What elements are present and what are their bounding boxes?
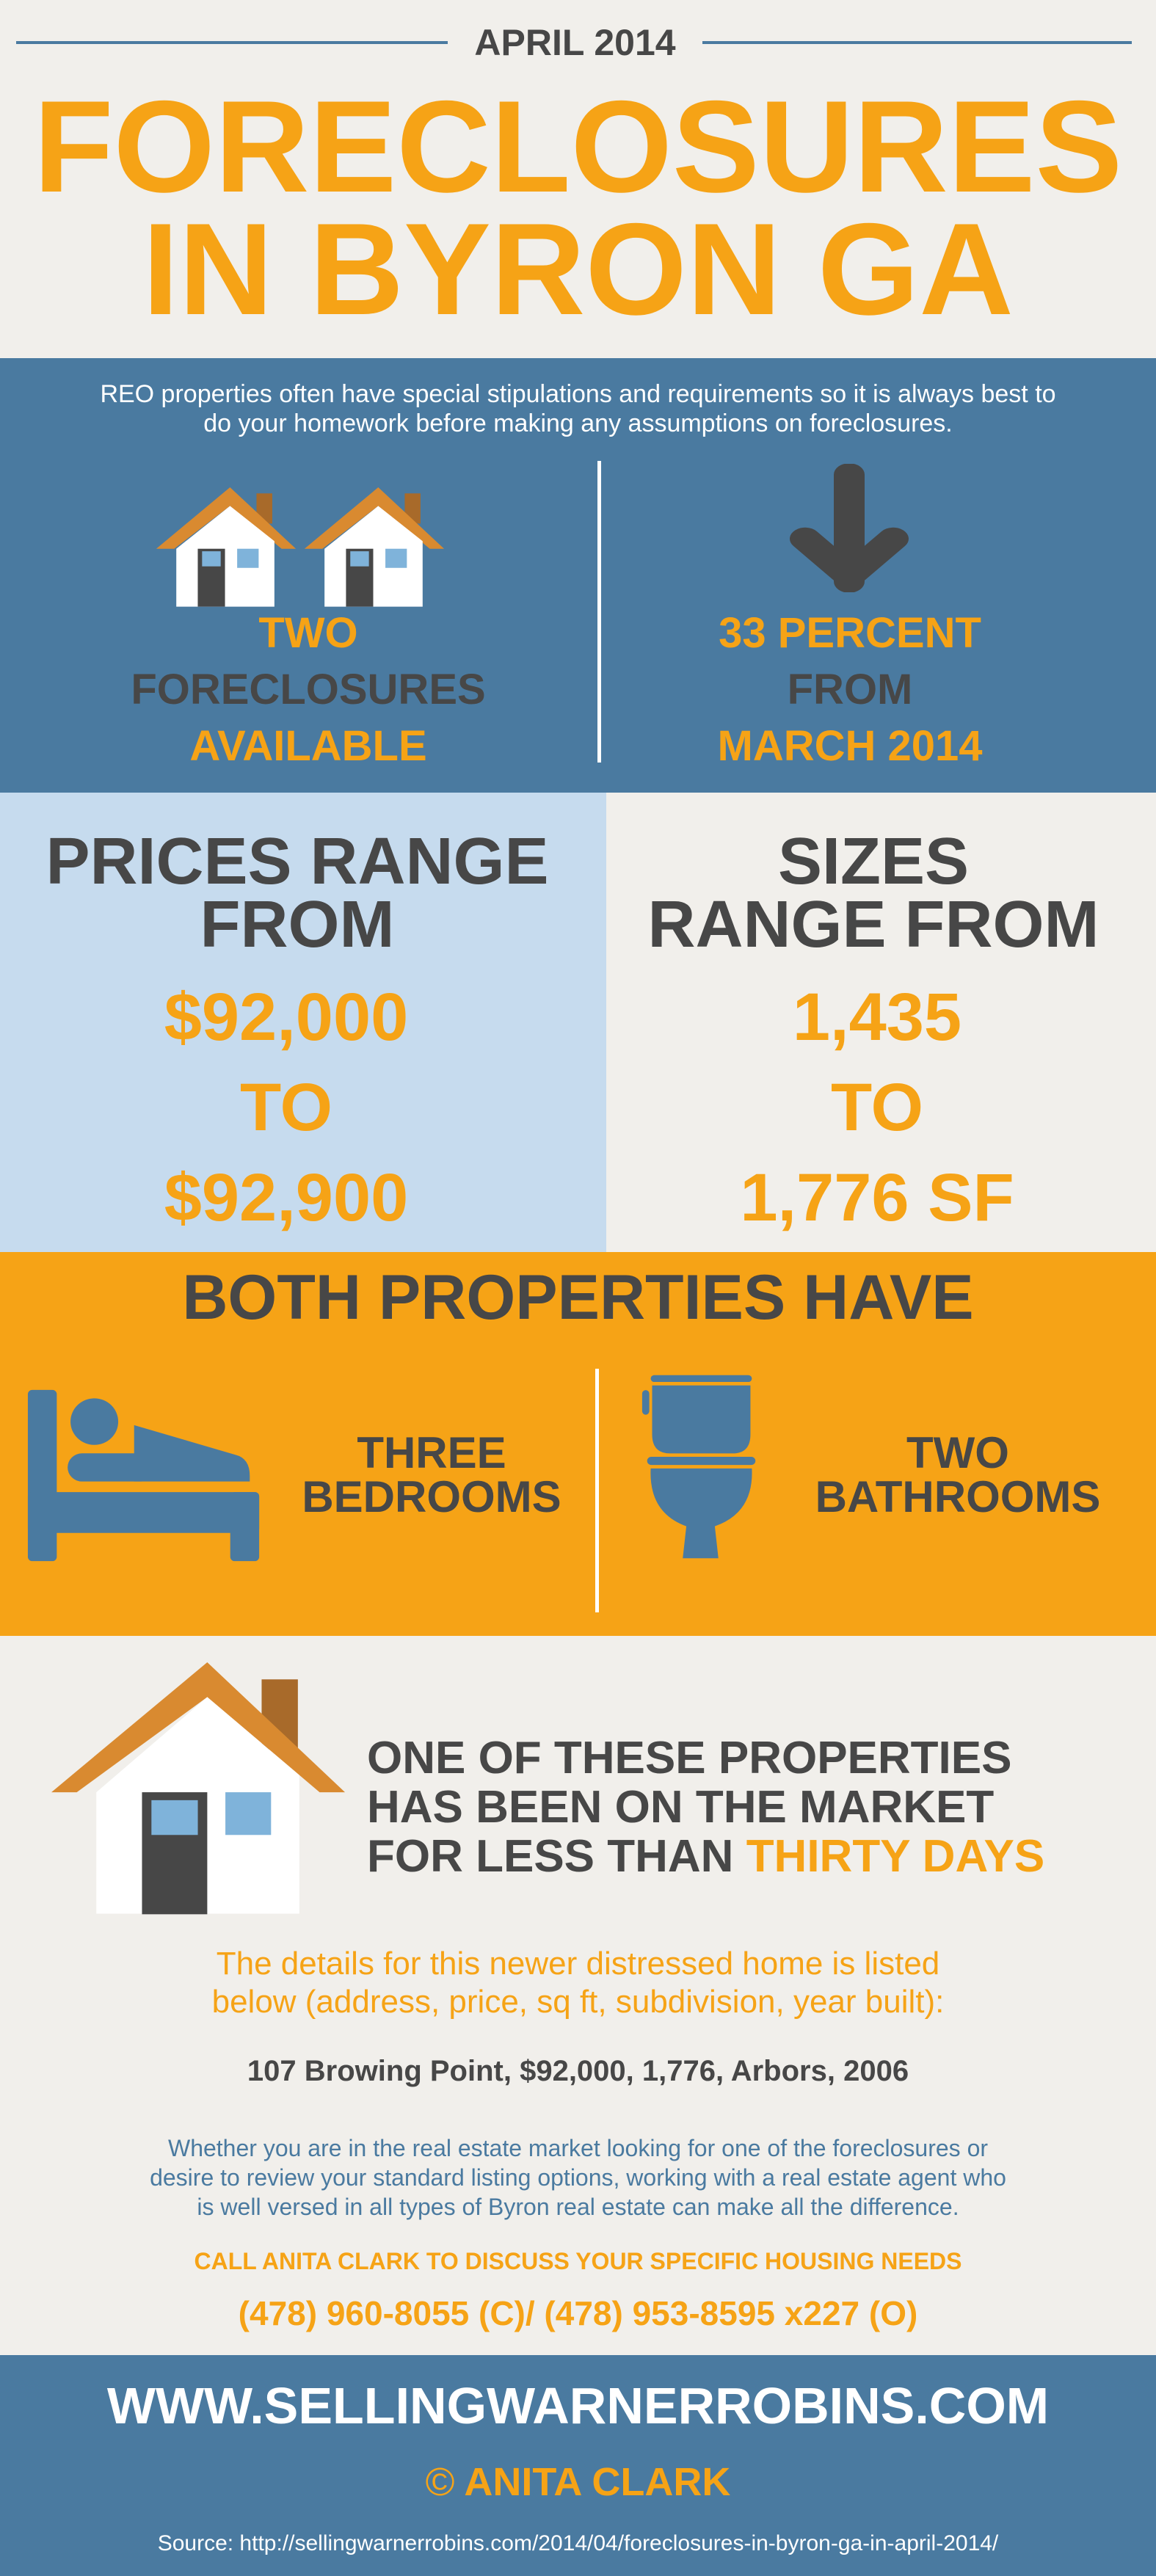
website-link[interactable]: WWW.SELLINGWARNERROBINS.COM: [106, 2377, 1050, 2434]
sizes-heading2: RANGE FROM: [647, 888, 1099, 961]
newer-highlight: THIRTY DAYS: [746, 1831, 1045, 1882]
change-line1: 33 PERCENT: [719, 609, 981, 657]
copyright-icon: ©: [425, 2460, 455, 2504]
count-line2: FORECLOSURES: [131, 666, 486, 713]
pitch-line2: desire to review your standard listing o…: [150, 2164, 1006, 2191]
prices-heading1: PRICES RANGE: [46, 825, 549, 898]
sizes-heading1: SIZES: [777, 825, 970, 898]
details-line2: below (address, price, sq ft, subdivisio…: [211, 1984, 945, 2020]
divider-right: [702, 41, 1132, 44]
page-title-line1: FORECLOSURES: [33, 73, 1123, 219]
features-heading: BOTH PROPERTIES HAVE: [182, 1262, 974, 1333]
listing-details: 107 Browing Point, $92,000, 1,776, Arbor…: [247, 2055, 909, 2087]
prices-heading2: FROM: [200, 888, 395, 961]
house-icon: [51, 1662, 346, 1915]
count-line3: AVAILABLE: [189, 722, 427, 770]
toilet-icon: [641, 1375, 756, 1559]
newer-line3-prefix: FOR LESS THAN: [367, 1831, 746, 1882]
bathrooms-line1: TWO: [906, 1428, 1009, 1477]
call-to-action: CALL ANITA CLARK TO DISCUSS YOUR SPECIFI…: [194, 2248, 962, 2274]
details-line1: The details for this newer distressed ho…: [216, 1946, 940, 1982]
bathrooms-line2: BATHROOMS: [815, 1472, 1101, 1521]
sizes-panel: [606, 793, 1156, 1252]
page-title-line2: IN BYRON GA: [142, 196, 1014, 342]
footer: [0, 2355, 1156, 2576]
pitch-line3: is well versed in all types of Byron rea…: [197, 2194, 959, 2220]
intro-line2: do your homework before making any assum…: [203, 410, 953, 437]
sizes-to: TO: [830, 1070, 924, 1145]
source-link[interactable]: Source: http://sellingwarnerrobins.com/2…: [157, 2531, 999, 2555]
phone-numbers[interactable]: (478) 960-8055 (C)/ (478) 953-8595 x227 …: [238, 2294, 918, 2332]
features-divider: [595, 1369, 599, 1612]
newer-line2: HAS BEEN ON THE MARKET: [367, 1782, 995, 1833]
prices-panel: [0, 793, 606, 1252]
intro-line1: REO properties often have special stipul…: [100, 380, 1056, 408]
stats-divider: [597, 461, 601, 763]
change-line3: MARCH 2014: [717, 722, 983, 770]
size-low: 1,435: [792, 980, 962, 1055]
report-date: APRIL 2014: [474, 22, 676, 63]
change-line2: FROM: [787, 666, 913, 713]
bed-icon: [27, 1389, 260, 1562]
bedrooms-line2: BEDROOMS: [302, 1472, 561, 1521]
bedrooms-line1: THREE: [357, 1428, 506, 1477]
size-high: 1,776 SF: [740, 1160, 1014, 1235]
two-houses-icon: [156, 487, 445, 607]
header: [0, 0, 1156, 358]
price-low: $92,000: [164, 980, 409, 1055]
arrow-down-icon: [790, 464, 909, 592]
price-high: $92,900: [164, 1160, 409, 1235]
count-line1: TWO: [258, 609, 358, 657]
newer-line1: ONE OF THESE PROPERTIES: [367, 1733, 1012, 1783]
pitch-line1: Whether you are in the real estate marke…: [167, 2135, 989, 2161]
divider-left: [16, 41, 448, 44]
prices-to: TO: [239, 1070, 333, 1145]
author-name: ANITA CLARK: [464, 2460, 731, 2504]
